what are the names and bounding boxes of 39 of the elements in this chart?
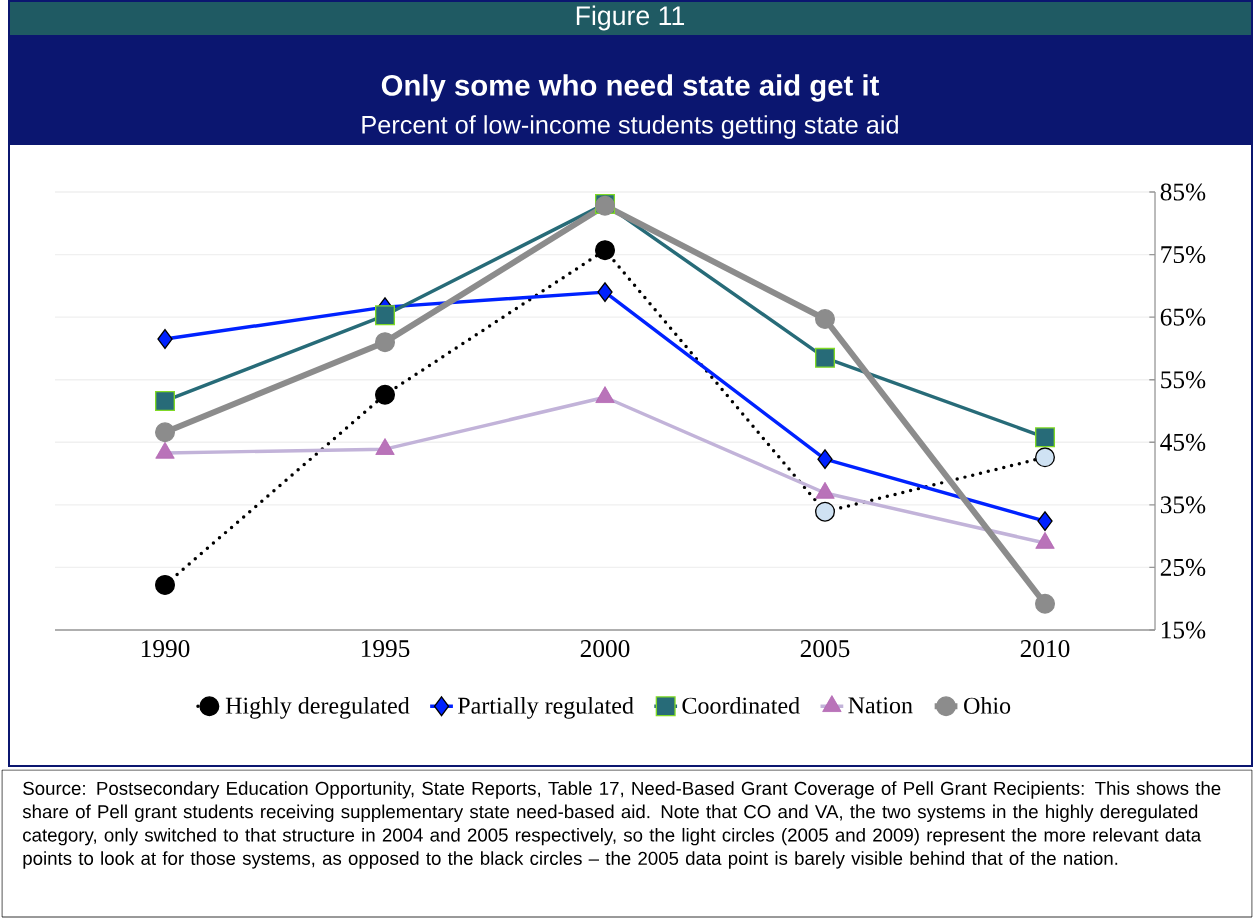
legend-label: Ohio: [964, 696, 1011, 714]
point: [375, 384, 396, 405]
x-tick-label: 2005: [800, 640, 850, 658]
point: [375, 332, 396, 353]
point: [1035, 427, 1056, 448]
y-tick-label: 75%: [1161, 245, 1206, 264]
y-tick-label: 85%: [1160, 183, 1206, 201]
point: [155, 390, 175, 411]
y-tick-label: 35%: [1160, 496, 1206, 514]
point: [155, 422, 175, 443]
point: [815, 347, 836, 368]
legend-label: Coordinated: [682, 696, 800, 714]
y-tick-label: 65%: [1160, 308, 1206, 326]
legend-label: Highly deregulated: [225, 696, 410, 719]
point: [817, 449, 833, 470]
x-tick-label: 1990: [141, 640, 190, 658]
point: [1035, 593, 1056, 614]
point: [1037, 511, 1053, 532]
point: [375, 305, 396, 326]
x-tick-label: 2010: [1020, 640, 1070, 658]
point: [815, 501, 836, 522]
point: [595, 240, 616, 261]
point: [157, 329, 173, 350]
point: [815, 309, 836, 330]
chart-title: Only some who need state aid get it: [381, 74, 880, 102]
y-tick-label: 25%: [1160, 558, 1206, 577]
legend-label: Partially regulated: [458, 696, 634, 719]
point: [597, 282, 613, 303]
legend-label: Nation: [848, 697, 913, 714]
chart-subtitle: Percent of low-income students getting state aid: [362, 115, 898, 139]
y-tick-label: 55%: [1161, 371, 1206, 389]
caption: Figure 11: [576, 5, 685, 31]
point: [1035, 447, 1056, 468]
x-tick-label: 2000: [580, 640, 630, 658]
x-tick-label: 1995: [361, 640, 410, 658]
source-note: Source: Postsecondary Education Opportunity, State Reports, Table 17, Need-Based Grant Coverage of Pell Grant Recipients: This shows the share of Pell grant students receiving supplementary state need-based aid. Note that CO and VA, the two systems in the highly deregulated category, only switched to that structure in 2004 and 2005 respectively, so the light circles (2005 and 2009) represent the more relevant data points to look at for those systems, as opposed to the black circles – the 2005 data point is barely visible behind that of the nation.: [22, 781, 1221, 869]
point: [155, 574, 175, 595]
y-tick-label: 15%: [1161, 621, 1206, 639]
y-tick-label: 45%: [1160, 433, 1206, 451]
